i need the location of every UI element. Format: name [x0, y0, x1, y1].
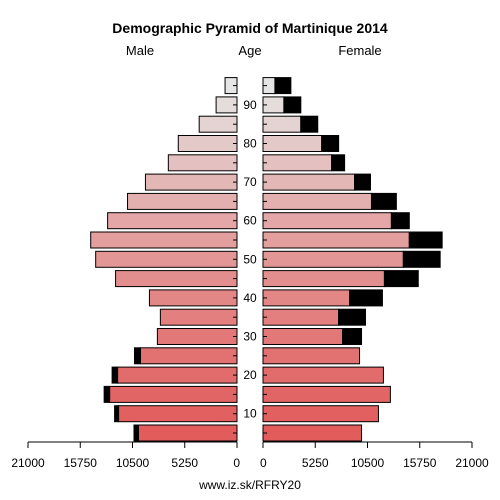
- female-bar-35-39: [262, 289, 351, 307]
- female-bar-15-19: [262, 366, 384, 384]
- female-excess-60-64: [370, 192, 397, 210]
- male-bar-55-59: [107, 212, 238, 230]
- female-label: Female: [338, 43, 381, 58]
- male-bar-60-64: [127, 192, 238, 210]
- age-tick-label: 30: [243, 330, 257, 344]
- female-bar-30-34: [262, 308, 340, 326]
- male-bar-45-49: [95, 250, 238, 268]
- female-excess-30-34: [338, 308, 367, 326]
- male-excess-20-24: [133, 347, 141, 365]
- female-bar-25-29: [262, 328, 344, 345]
- male-bar-80-84: [198, 115, 238, 133]
- female-excess-50-54: [408, 231, 443, 249]
- male-bar-5-9: [118, 405, 238, 423]
- female-excess-25-29: [342, 328, 363, 345]
- female-excess-40-44: [383, 270, 419, 288]
- male-bar-20-24: [139, 347, 238, 365]
- age-tick-label: 70: [243, 175, 257, 189]
- female-bar-0-4: [262, 424, 363, 442]
- male-bar-15-19: [117, 366, 238, 384]
- axes-group: 10 20 30 40 50 60 70 80 90 21000 15750 10500 5250 0 0 5…: [11, 85, 489, 470]
- male-bar-0-4: [137, 424, 238, 442]
- age-tick-label: 40: [243, 291, 257, 305]
- female-bar-40-44: [262, 270, 385, 288]
- male-bar-30-34: [159, 308, 238, 326]
- male-bar-50-54: [90, 231, 238, 249]
- female-excess-70-74: [331, 154, 346, 172]
- male-excess-10-14: [103, 385, 111, 403]
- female-bar-45-49: [262, 250, 404, 268]
- female-bar-20-24: [262, 347, 361, 365]
- female-excess-65-69: [354, 173, 371, 191]
- female-bar-5-9: [262, 405, 379, 423]
- x-tick-label-right: 15750: [403, 456, 437, 470]
- age-label: Age: [238, 43, 261, 58]
- male-label: Male: [126, 43, 154, 58]
- x-tick-label-right: 0: [260, 456, 267, 470]
- female-excess-90+: [274, 77, 292, 95]
- male-excess-15-19: [111, 366, 119, 384]
- x-tick-label-left: 21000: [11, 456, 45, 470]
- male-excess-5-9: [114, 405, 120, 423]
- male-bar-40-44: [115, 270, 238, 288]
- male-bar-75-79: [177, 135, 238, 152]
- female-bar-70-74: [262, 154, 333, 172]
- x-tick-label-left: 5250: [171, 456, 198, 470]
- female-bar-75-79: [262, 135, 323, 152]
- age-tick-label: 50: [243, 252, 257, 266]
- footer-source: www.iz.sk/RFRY20: [198, 478, 301, 492]
- age-tick-label: 80: [243, 137, 257, 151]
- male-bar-35-39: [148, 289, 238, 307]
- male-excess-0-4: [133, 424, 139, 442]
- chart-title: Demographic Pyramid of Martinique 2014: [112, 20, 388, 36]
- x-tick-label-right: 5250: [302, 456, 329, 470]
- female-excess-45-49: [402, 250, 441, 268]
- female-bar-50-54: [262, 231, 410, 249]
- female-bar-55-59: [262, 212, 392, 230]
- x-tick-label-right: 10500: [351, 456, 385, 470]
- female-excess-75-79: [321, 135, 340, 152]
- x-tick-label-left: 0: [233, 456, 240, 470]
- female-bar-10-14: [262, 385, 391, 403]
- x-tick-label-left: 10500: [116, 456, 150, 470]
- bars-group: [90, 77, 443, 442]
- male-bar-70-74: [167, 154, 238, 172]
- female-excess-35-39: [349, 289, 383, 307]
- female-excess-85-89: [283, 96, 302, 114]
- female-bar-80-84: [262, 115, 302, 133]
- age-tick-label: 60: [243, 214, 257, 228]
- female-excess-55-59: [390, 212, 410, 230]
- female-bar-65-69: [262, 173, 356, 191]
- age-tick-label: 90: [243, 98, 257, 112]
- male-bar-25-29: [156, 328, 238, 345]
- age-tick-label: 20: [243, 368, 257, 382]
- male-bar-10-14: [109, 385, 238, 403]
- female-bar-60-64: [262, 192, 372, 210]
- age-tick-label: 10: [243, 407, 257, 421]
- male-bar-65-69: [144, 173, 238, 191]
- female-excess-80-84: [300, 115, 319, 133]
- x-tick-label-right: 21000: [455, 456, 489, 470]
- x-tick-label-left: 15750: [64, 456, 98, 470]
